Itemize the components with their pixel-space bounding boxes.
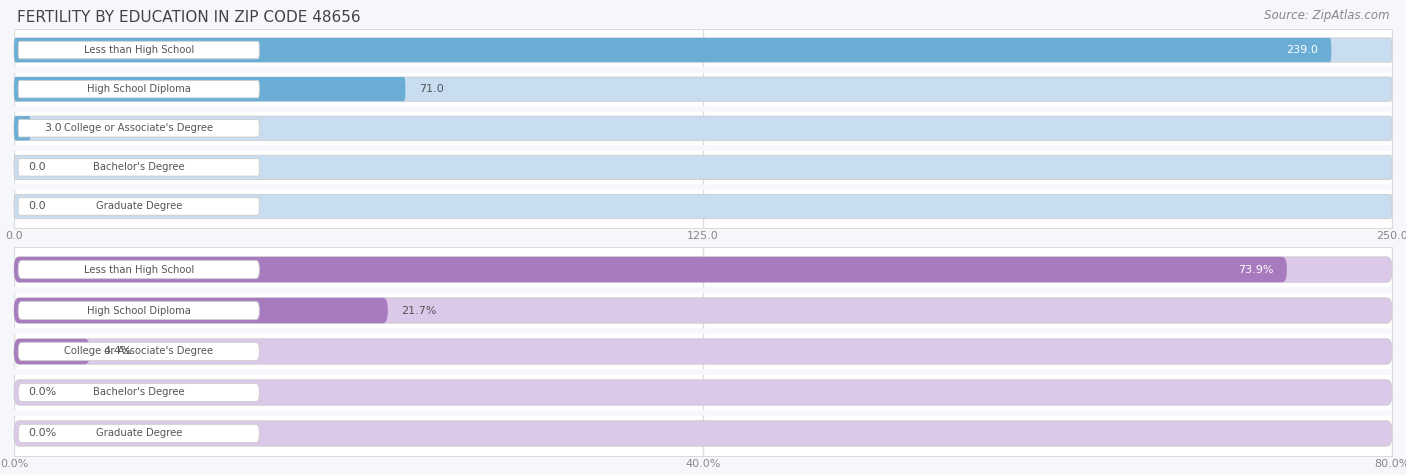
FancyBboxPatch shape [18, 198, 259, 215]
Text: 0.0: 0.0 [28, 162, 45, 172]
Text: 4.4%: 4.4% [104, 346, 132, 357]
Text: High School Diploma: High School Diploma [87, 305, 191, 315]
Text: FERTILITY BY EDUCATION IN ZIP CODE 48656: FERTILITY BY EDUCATION IN ZIP CODE 48656 [17, 10, 360, 25]
Text: Bachelor's Degree: Bachelor's Degree [93, 388, 184, 398]
Text: 0.0: 0.0 [28, 201, 45, 211]
FancyBboxPatch shape [14, 77, 1392, 101]
FancyBboxPatch shape [14, 257, 1392, 282]
FancyBboxPatch shape [18, 260, 259, 279]
Text: Source: ZipAtlas.com: Source: ZipAtlas.com [1264, 10, 1389, 22]
FancyBboxPatch shape [14, 339, 1392, 364]
FancyBboxPatch shape [14, 257, 1286, 282]
FancyBboxPatch shape [18, 80, 259, 98]
Text: Graduate Degree: Graduate Degree [96, 201, 181, 211]
FancyBboxPatch shape [14, 116, 31, 141]
FancyBboxPatch shape [14, 194, 1392, 218]
Text: 21.7%: 21.7% [402, 305, 437, 315]
FancyBboxPatch shape [18, 424, 259, 443]
Text: 0.0%: 0.0% [28, 428, 56, 438]
Text: High School Diploma: High School Diploma [87, 84, 191, 94]
Text: Graduate Degree: Graduate Degree [96, 428, 181, 438]
FancyBboxPatch shape [14, 339, 90, 364]
FancyBboxPatch shape [14, 38, 1331, 62]
FancyBboxPatch shape [18, 342, 259, 361]
FancyBboxPatch shape [14, 421, 1392, 446]
Text: College or Associate's Degree: College or Associate's Degree [65, 346, 214, 357]
FancyBboxPatch shape [18, 301, 259, 320]
Text: Bachelor's Degree: Bachelor's Degree [93, 162, 184, 172]
FancyBboxPatch shape [14, 38, 1392, 62]
FancyBboxPatch shape [18, 383, 259, 402]
Text: Less than High School: Less than High School [83, 45, 194, 55]
Text: 239.0: 239.0 [1285, 45, 1317, 55]
FancyBboxPatch shape [14, 116, 1392, 141]
Text: 73.9%: 73.9% [1237, 265, 1272, 275]
FancyBboxPatch shape [14, 380, 1392, 405]
FancyBboxPatch shape [18, 41, 259, 59]
FancyBboxPatch shape [14, 77, 405, 101]
FancyBboxPatch shape [18, 159, 259, 176]
FancyBboxPatch shape [14, 298, 1392, 323]
Text: College or Associate's Degree: College or Associate's Degree [65, 123, 214, 133]
FancyBboxPatch shape [14, 298, 388, 323]
Text: 71.0: 71.0 [419, 84, 444, 94]
Text: 3.0: 3.0 [45, 123, 62, 133]
FancyBboxPatch shape [18, 120, 259, 137]
Text: 0.0%: 0.0% [28, 388, 56, 398]
Text: Less than High School: Less than High School [83, 265, 194, 275]
FancyBboxPatch shape [14, 155, 1392, 180]
